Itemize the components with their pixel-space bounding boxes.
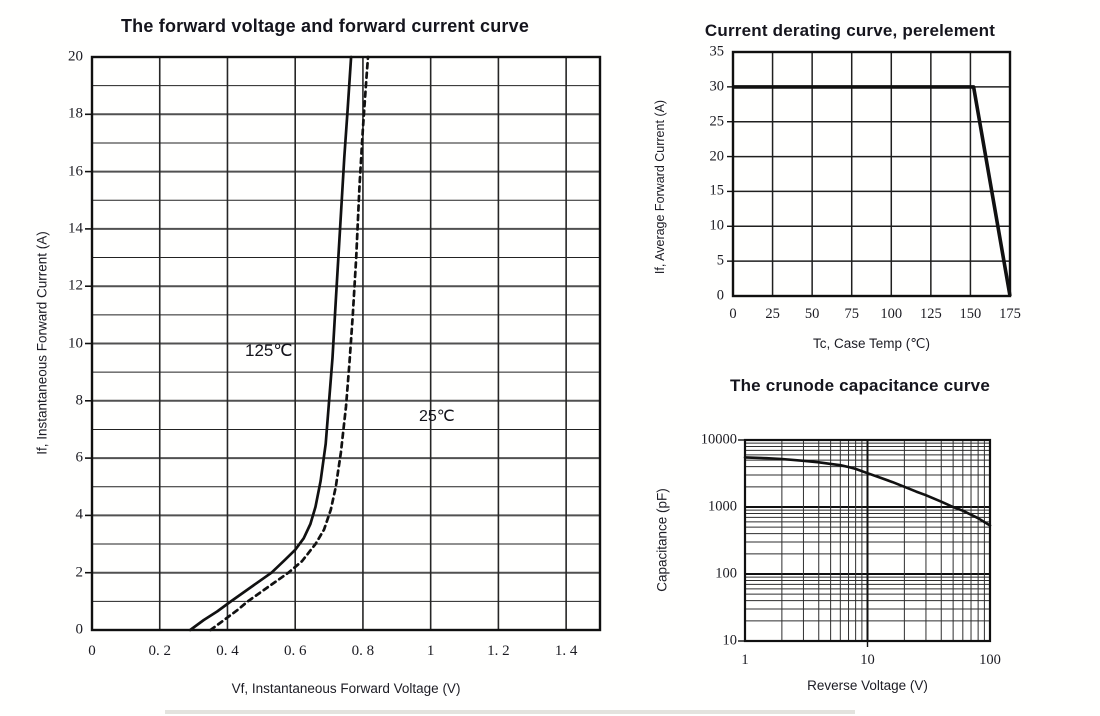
- derating-xaxis-label: Tc, Case Temp (℃): [813, 336, 930, 351]
- curve-label-125c: 125℃: [245, 341, 293, 360]
- x-tick-label: 1. 4: [554, 643, 578, 659]
- y-tick-label: 15: [709, 182, 725, 199]
- y-tick-label: 14: [68, 220, 83, 237]
- y-tick-label: 10: [722, 632, 738, 649]
- x-tick-label: 25: [765, 306, 780, 322]
- x-tick-label: 1: [426, 643, 435, 659]
- y-tick-label: 16: [68, 163, 83, 180]
- y-tick-label: 6: [75, 449, 84, 466]
- y-tick-label: 10000: [700, 431, 737, 448]
- forward-vi-chart-title: The forward voltage and forward current …: [120, 16, 530, 36]
- capacitance-yaxis-label: Capacitance (pF): [654, 488, 670, 592]
- y-tick-label: 35: [709, 43, 725, 60]
- x-tick-label: 0. 4: [216, 643, 239, 659]
- x-tick-label: 0: [729, 306, 737, 322]
- x-tick-label: 0: [88, 643, 96, 659]
- derating-chart-title: Current derating curve, perelement: [704, 21, 996, 40]
- y-tick-label: 8: [75, 392, 84, 409]
- x-tick-label: 10: [860, 652, 875, 668]
- forward-vi-yaxis-label: If, Instantaneous Forward Current (A): [34, 231, 50, 455]
- y-tick-label: 30: [709, 78, 725, 95]
- page-bottom-divider: [165, 710, 855, 714]
- y-tick-label: 0: [75, 621, 84, 638]
- x-tick-label: 1. 2: [487, 643, 510, 659]
- x-tick-label: 0. 8: [351, 643, 375, 659]
- x-tick-label: 100: [979, 652, 1001, 668]
- x-tick-label: 50: [804, 306, 820, 322]
- y-tick-label: 0: [716, 287, 724, 304]
- y-tick-label: 5: [716, 252, 724, 269]
- y-tick-label: 25: [709, 113, 725, 130]
- x-tick-label: 75: [844, 306, 859, 322]
- y-tick-label: 10: [709, 217, 725, 234]
- y-tick-label: 10: [68, 335, 83, 351]
- y-tick-label: 100: [715, 565, 737, 582]
- y-tick-label: 18: [68, 105, 83, 122]
- y-tick-label: 20: [709, 148, 725, 165]
- y-tick-label: 2: [75, 564, 84, 581]
- x-tick-label: 100: [880, 306, 903, 322]
- capacitance-chart-title: The crunode capacitance curve: [730, 376, 990, 395]
- x-tick-label: 1: [741, 652, 749, 668]
- x-tick-label: 0. 6: [283, 643, 307, 659]
- curve-label-25c: 25℃: [419, 408, 455, 425]
- y-tick-label: 12: [68, 277, 83, 294]
- capacitance-xaxis-label: Reverse Voltage (V): [807, 678, 928, 693]
- x-tick-label: 150: [959, 306, 982, 322]
- y-tick-label: 4: [75, 506, 84, 523]
- x-tick-label: 0. 2: [148, 643, 171, 659]
- x-tick-label: 125: [919, 306, 942, 322]
- x-tick-label: 175: [999, 306, 1021, 322]
- y-tick-label: 1000: [708, 498, 737, 515]
- forward-vi-xaxis-label: Vf, Instantaneous Forward Voltage (V): [231, 681, 461, 696]
- y-tick-label: 20: [68, 48, 83, 65]
- derating-yaxis-label: If, Average Forward Current (A): [653, 99, 667, 275]
